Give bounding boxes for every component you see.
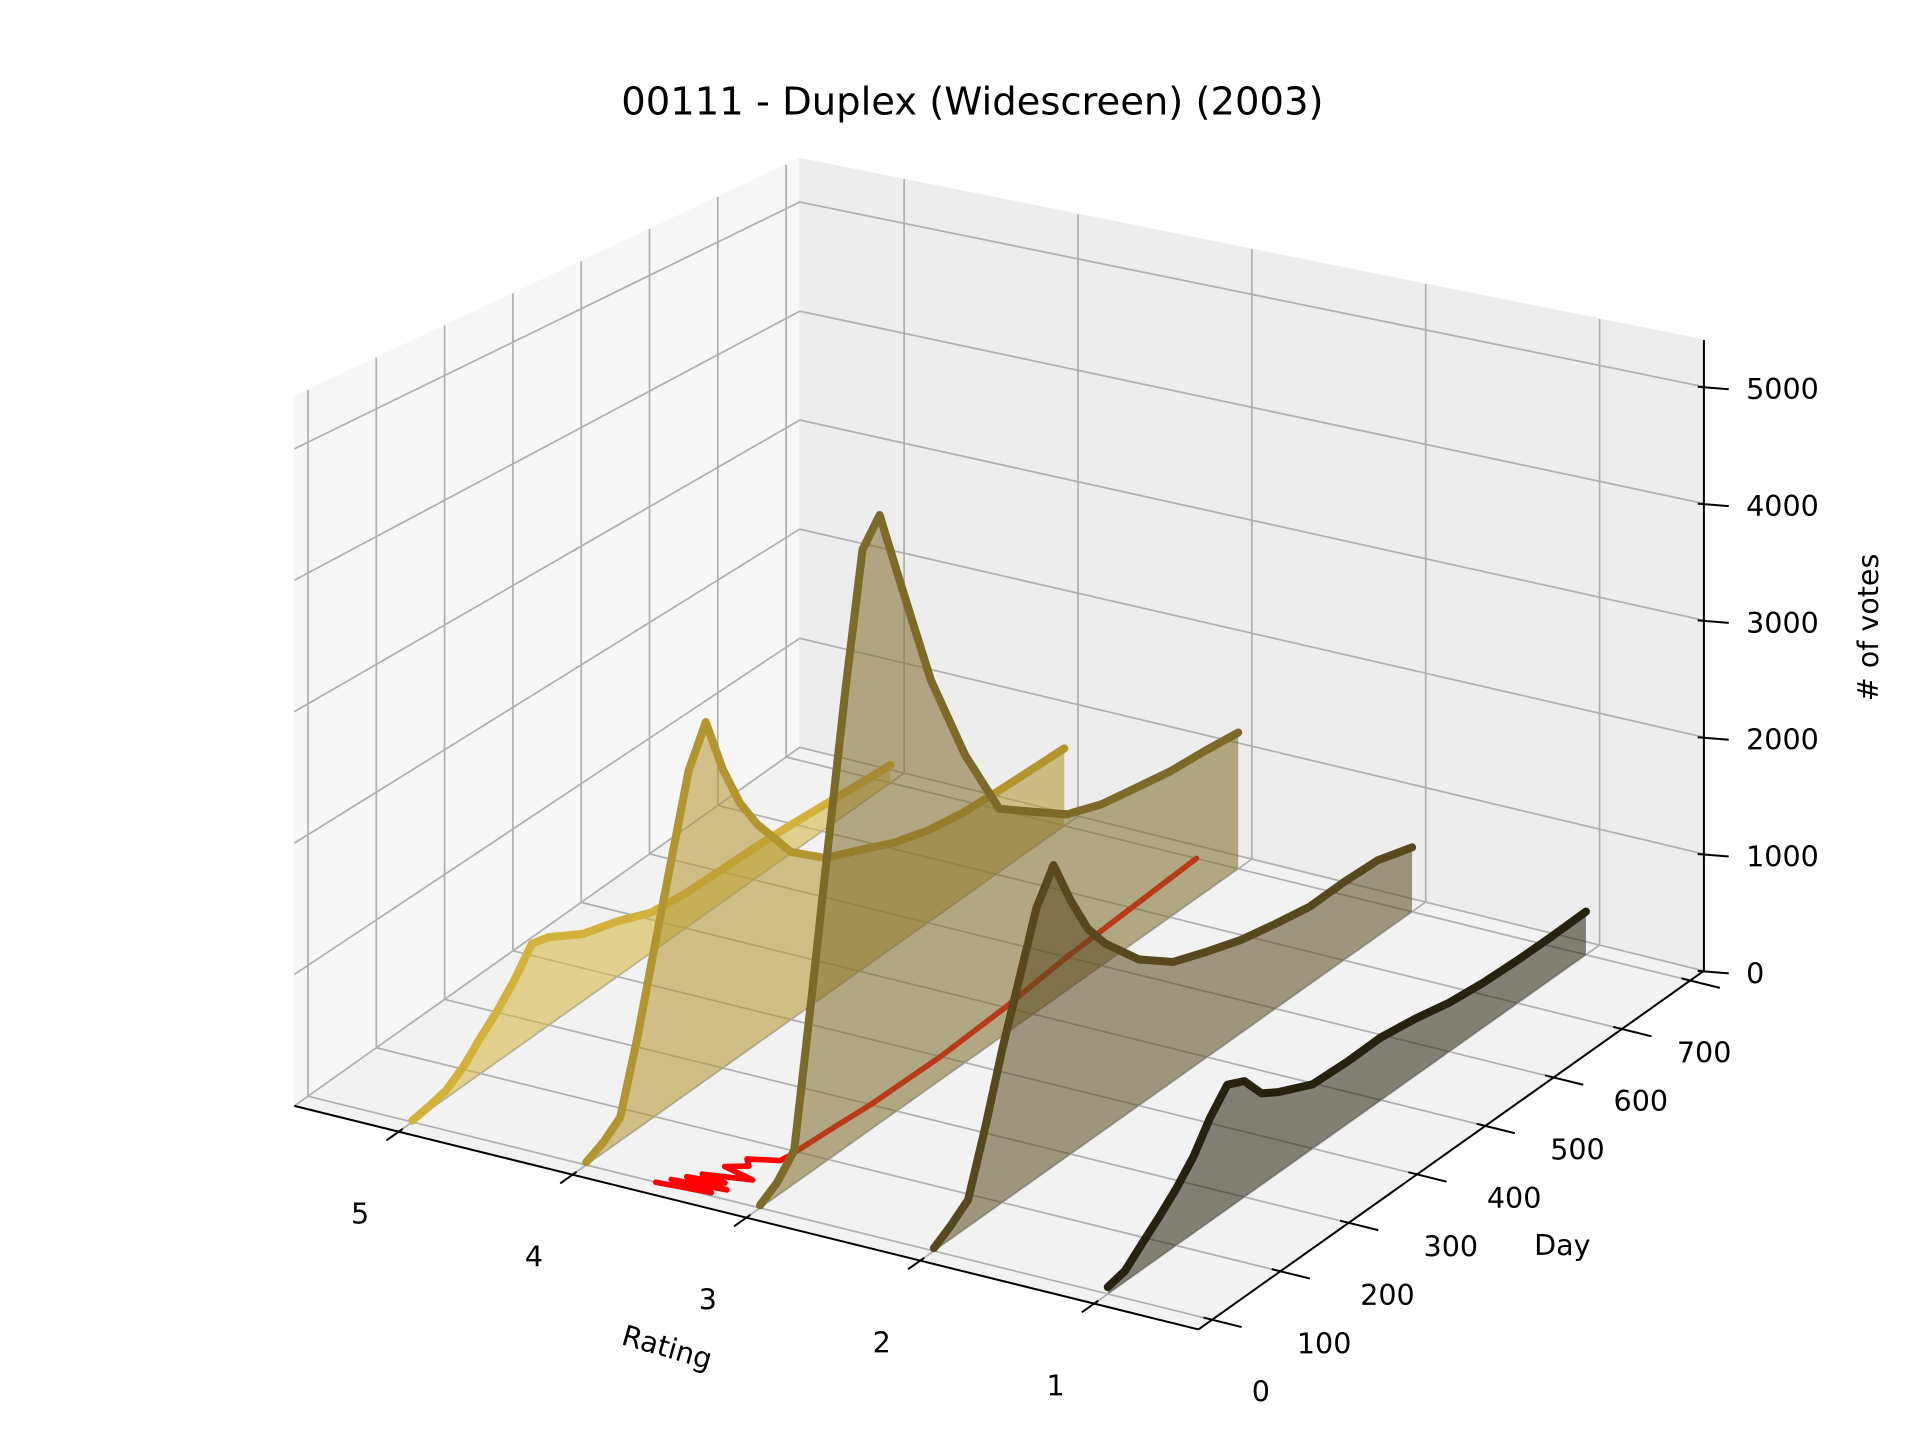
grid-line [293,419,1705,713]
chart-title: 00111 - Duplex (Widescreen) (2003) [621,79,1323,124]
x-axis-line [294,1104,1199,1331]
z-tick [1697,502,1729,508]
series-line [929,843,1417,1253]
z-tick-label: 1000 [1746,839,1819,873]
y-tick-label: 0 [1252,1375,1270,1409]
y-tick-label: 300 [1424,1229,1479,1263]
grid-line [293,310,1705,581]
y-tick-label: 500 [1550,1132,1605,1166]
z-tick [1697,736,1729,741]
x-tick [1081,1299,1099,1314]
series-line [408,761,895,1125]
z-tick-label: 0 [1746,956,1764,990]
y-tick-label: 100 [1297,1326,1352,1360]
grid-line [293,201,1705,450]
y-axis-label: Day [1534,1228,1590,1262]
plot-area [408,510,1590,1294]
series-line [756,510,1243,1210]
z-tick [1697,853,1729,858]
x-tick [907,1256,925,1271]
x-tick-label: 1 [1047,1369,1065,1403]
y-tick-label: 700 [1677,1036,1732,1070]
area-fill [933,847,1413,1251]
y-tick [1476,1122,1516,1135]
x-tick-label: 5 [351,1197,369,1231]
grid-line [293,637,1705,976]
grid-line [293,528,1705,844]
y-tick [1613,1025,1652,1038]
area-fill [1107,911,1586,1294]
series-line [1103,907,1590,1292]
y-axis-line [1197,970,1705,1331]
y-tick [1544,1074,1584,1086]
x-tick [559,1170,578,1185]
y-tick [1408,1171,1447,1183]
y-tick-label: 600 [1614,1084,1669,1118]
y-tick [1271,1268,1311,1280]
z-tick-label: 2000 [1746,723,1819,757]
area-fill [760,514,1239,1208]
x-tick-label: 3 [699,1283,717,1317]
y-tick-label: 200 [1360,1278,1415,1312]
x-tick-label: 2 [873,1326,891,1360]
x-tick-label: 4 [525,1240,543,1274]
z-tick [1697,619,1729,624]
z-tick-label: 5000 [1746,372,1819,406]
z-axis-label: # of votes [1851,554,1885,702]
y-tick [1203,1316,1242,1329]
y-tick [1681,977,1721,989]
z-tick [1697,385,1729,391]
y-tick [1339,1219,1379,1232]
x-tick [385,1127,404,1142]
z-tick-label: 3000 [1746,606,1819,640]
z-tick-label: 4000 [1746,489,1819,523]
x-tick [733,1213,752,1228]
y-tick-label: 400 [1487,1181,1542,1215]
